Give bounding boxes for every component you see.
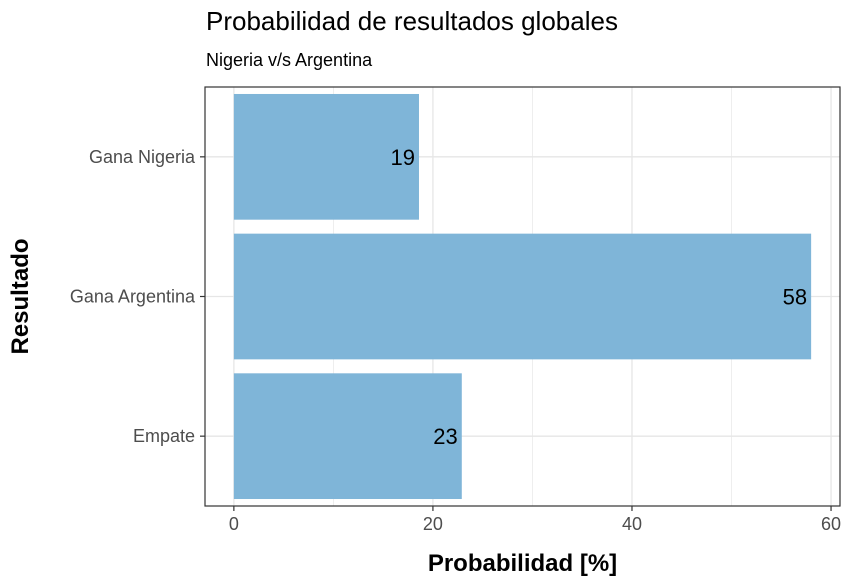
y-axis: Gana Nigeria Gana Argentina Empate bbox=[70, 147, 205, 446]
bar bbox=[233, 233, 812, 360]
bar bbox=[233, 93, 419, 220]
x-axis: 0 20 40 60 bbox=[229, 506, 841, 534]
bar-value-label: 23 bbox=[433, 424, 457, 449]
x-tick-label: 40 bbox=[622, 514, 642, 534]
bar-value-label: 58 bbox=[783, 285, 807, 310]
y-axis-title: Resultado bbox=[7, 238, 34, 354]
y-tick-label: Empate bbox=[133, 426, 195, 446]
chart-subtitle: Nigeria v/s Argentina bbox=[206, 50, 373, 70]
bar bbox=[233, 373, 462, 500]
x-tick-label: 60 bbox=[821, 514, 841, 534]
y-tick-label: Gana Argentina bbox=[70, 287, 196, 307]
x-tick-label: 20 bbox=[423, 514, 443, 534]
y-tick-label: Gana Nigeria bbox=[89, 147, 196, 167]
chart-title: Probabilidad de resultados globales bbox=[206, 6, 618, 36]
bars-layer bbox=[233, 93, 812, 500]
data-labels-layer: 19 58 23 bbox=[391, 145, 808, 449]
x-axis-title: Probabilidad [%] bbox=[428, 550, 617, 577]
bar-value-label: 19 bbox=[391, 145, 415, 170]
x-tick-label: 0 bbox=[229, 514, 239, 534]
